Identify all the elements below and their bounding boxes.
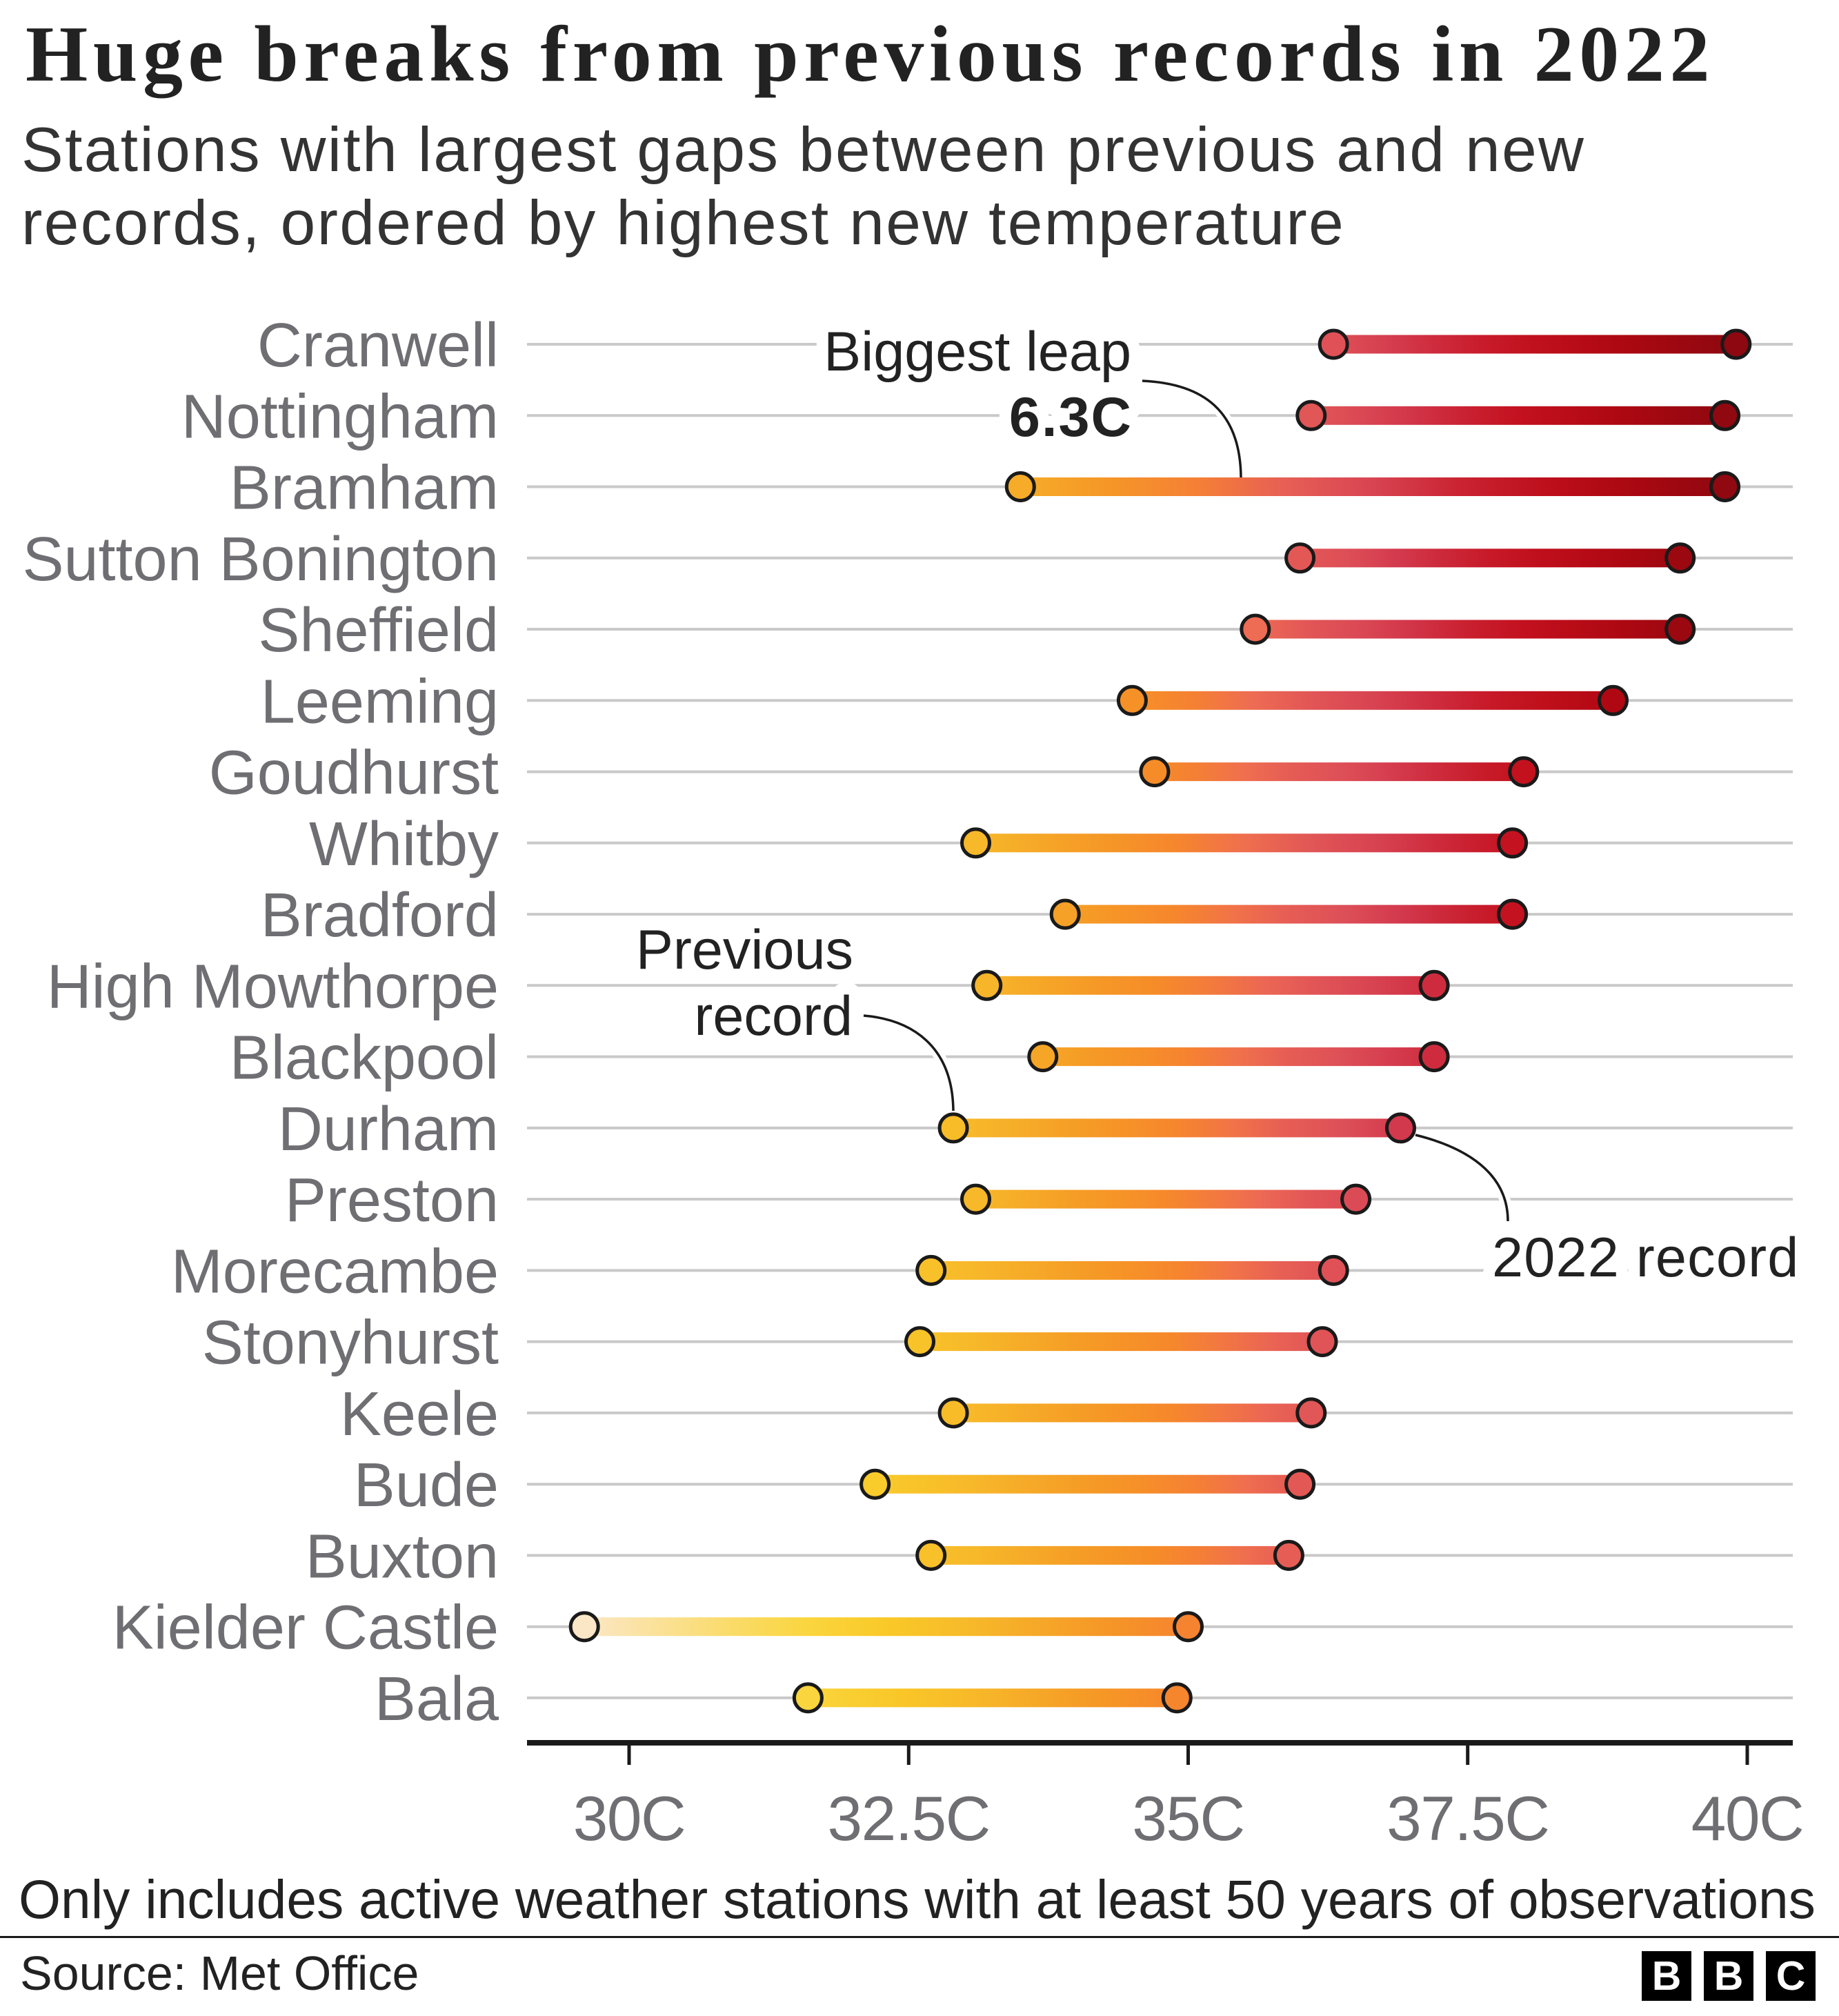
svg-text:30C: 30C	[573, 1784, 685, 1854]
svg-text:Morecambe: Morecambe	[171, 1237, 499, 1306]
svg-text:2022 record: 2022 record	[1492, 1227, 1800, 1289]
svg-text:Preston: Preston	[285, 1166, 499, 1235]
svg-text:Huge breaks from previous reco: Huge breaks from previous records in 202…	[26, 10, 1715, 99]
svg-text:Bramham: Bramham	[230, 454, 499, 523]
svg-text:Sutton Bonington: Sutton Bonington	[22, 525, 499, 594]
svg-text:Kielder Castle: Kielder Castle	[112, 1594, 499, 1663]
svg-text:Durham: Durham	[278, 1095, 499, 1164]
svg-text:B: B	[1652, 1953, 1682, 1999]
svg-text:35C: 35C	[1132, 1784, 1244, 1854]
svg-text:40C: 40C	[1691, 1784, 1803, 1854]
svg-text:Bude: Bude	[354, 1451, 499, 1520]
svg-text:Stations with largest gaps bet: Stations with largest gaps between previ…	[21, 115, 1585, 185]
svg-text:record: record	[694, 985, 853, 1047]
svg-text:Source: Met Office: Source: Met Office	[20, 1946, 419, 2000]
svg-text:C: C	[1776, 1953, 1806, 1999]
svg-text:Sheffield: Sheffield	[258, 596, 499, 665]
svg-text:Leeming: Leeming	[261, 667, 499, 736]
svg-text:6.3C: 6.3C	[1009, 386, 1133, 448]
svg-text:records, ordered by highest ne: records, ordered by highest new temperat…	[21, 188, 1345, 258]
svg-text:37.5C: 37.5C	[1386, 1784, 1549, 1854]
svg-text:Blackpool: Blackpool	[230, 1024, 499, 1093]
svg-text:Bala: Bala	[375, 1665, 499, 1734]
svg-text:High Mowthorpe: High Mowthorpe	[47, 952, 499, 1021]
svg-text:Goudhurst: Goudhurst	[209, 739, 499, 808]
svg-text:Cranwell: Cranwell	[257, 311, 499, 380]
svg-text:B: B	[1714, 1953, 1744, 1999]
svg-text:Nottingham: Nottingham	[181, 382, 499, 451]
svg-text:Stonyhurst: Stonyhurst	[202, 1309, 499, 1378]
svg-text:Biggest leap: Biggest leap	[824, 321, 1131, 383]
svg-text:Only includes active weather s: Only includes active weather stations wi…	[19, 1869, 1816, 1930]
svg-text:Previous: Previous	[636, 919, 853, 981]
svg-text:32.5C: 32.5C	[828, 1784, 990, 1854]
svg-text:Bradford: Bradford	[261, 881, 499, 950]
svg-text:Buxton: Buxton	[306, 1522, 499, 1591]
svg-text:Keele: Keele	[340, 1380, 499, 1449]
svg-text:Whitby: Whitby	[309, 810, 499, 879]
